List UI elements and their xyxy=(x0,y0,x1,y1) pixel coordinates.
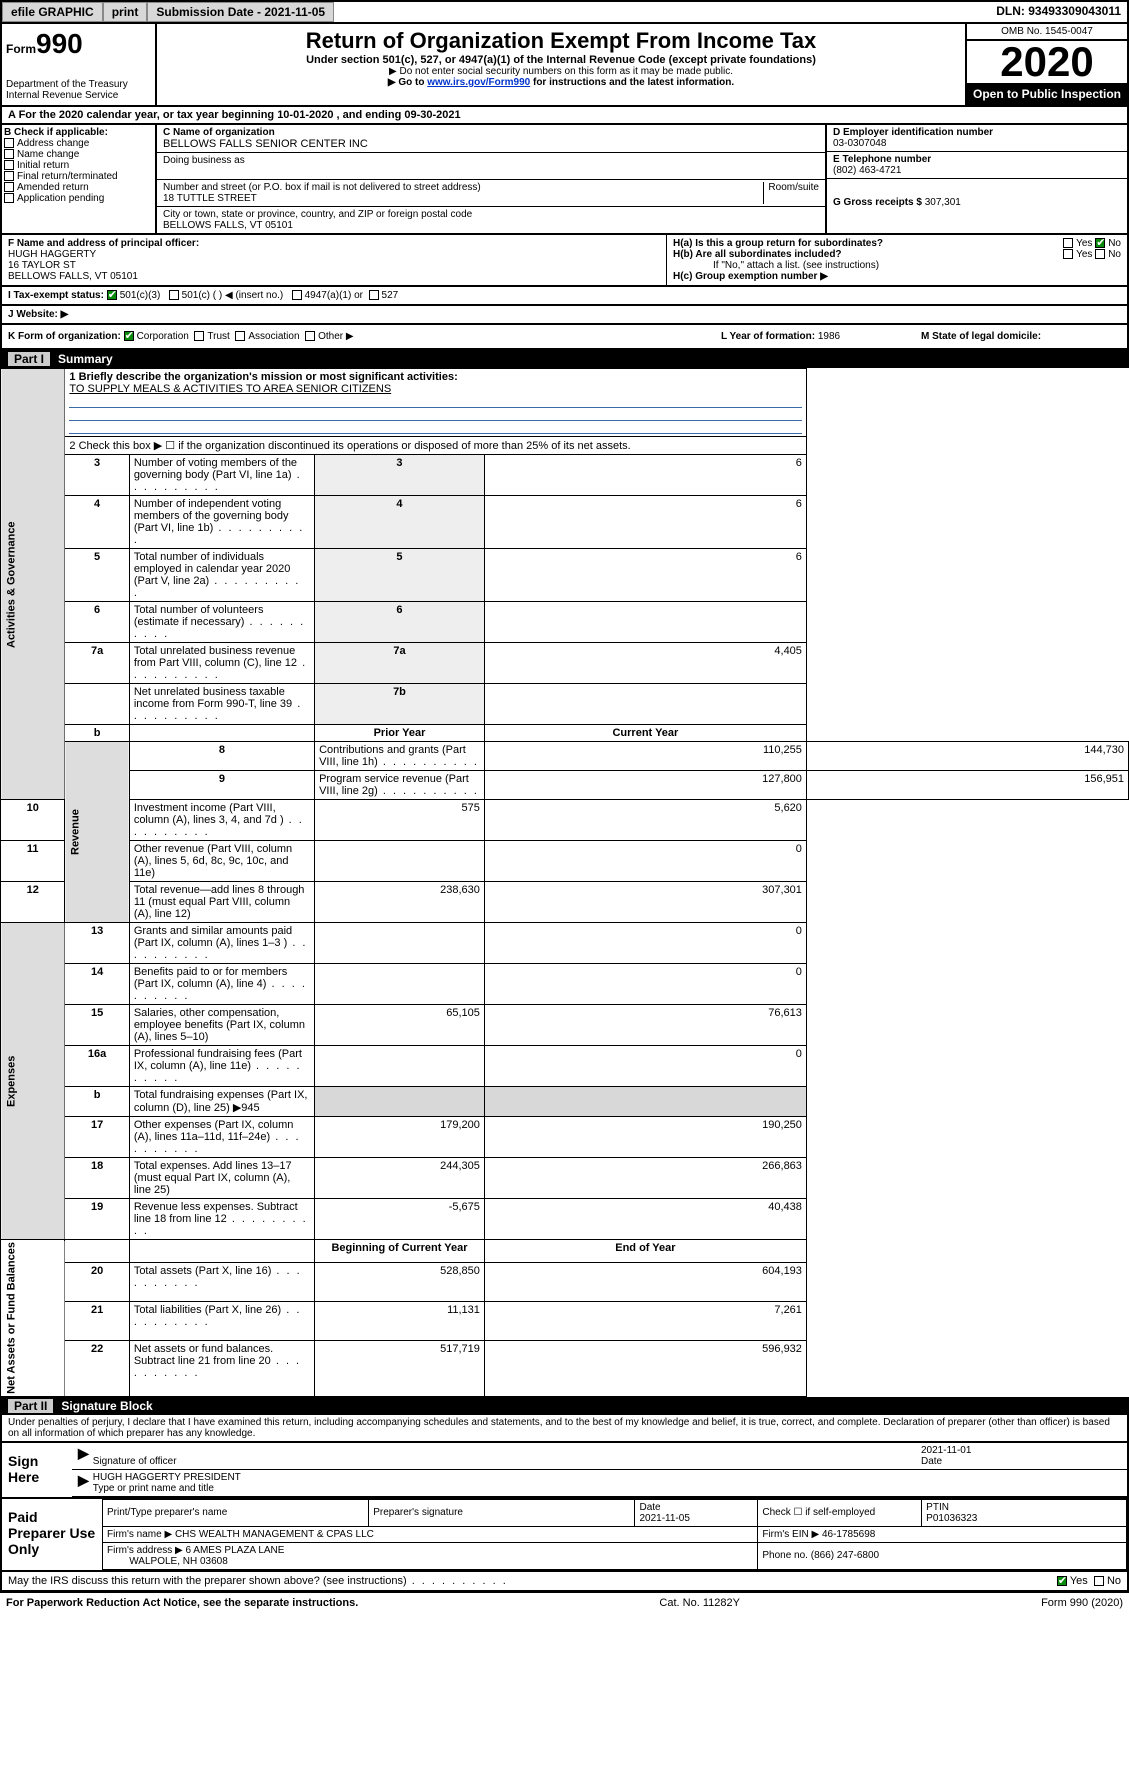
ein: 03-0307048 xyxy=(833,138,886,149)
efile-btn[interactable]: efile GRAPHIC xyxy=(2,2,103,22)
tax-period: A For the 2020 calendar year, or tax yea… xyxy=(0,107,1129,125)
page-footer: For Paperwork Reduction Act Notice, see … xyxy=(0,1592,1129,1613)
print-btn[interactable]: print xyxy=(103,2,148,22)
gov-row: 5Total number of individuals employed in… xyxy=(1,549,1129,602)
box-f: F Name and address of principal officer:… xyxy=(2,235,667,285)
row-j: J Website: ▶ xyxy=(0,306,1129,325)
fh-block: F Name and address of principal officer:… xyxy=(0,235,1129,287)
na-row: 21Total liabilities (Part X, line 26)11,… xyxy=(1,1302,1129,1341)
na-row: 22Net assets or fund balances. Subtract … xyxy=(1,1341,1129,1396)
top-bar: efile GRAPHIC print Submission Date - 20… xyxy=(0,0,1129,24)
rev-row: 10Investment income (Part VIII, column (… xyxy=(1,800,1129,841)
vlabel-revenue: Revenue xyxy=(65,742,129,923)
open-inspection: Open to Public Inspection xyxy=(967,83,1127,105)
gov-row: Net unrelated business taxable income fr… xyxy=(1,684,1129,725)
paid-preparer-block: Paid Preparer Use Only Print/Type prepar… xyxy=(0,1499,1129,1572)
dln: DLN: 93493309043011 xyxy=(990,2,1127,22)
form-subtitle: Under section 501(c), 527, or 4947(a)(1)… xyxy=(161,54,961,66)
org-name: BELLOWS FALLS SENIOR CENTER INC xyxy=(163,138,368,150)
exp-row: 15Salaries, other compensation, employee… xyxy=(1,1005,1129,1046)
tax-year: 2020 xyxy=(967,41,1127,83)
org-street: 18 TUTTLE STREET xyxy=(163,193,257,204)
summary-table: Activities & Governance 1 Briefly descri… xyxy=(0,368,1129,1397)
rev-row: 11Other revenue (Part VIII, column (A), … xyxy=(1,841,1129,882)
discuss-row: May the IRS discuss this return with the… xyxy=(0,1572,1129,1592)
form-header: Form990 Department of the Treasury Inter… xyxy=(0,24,1129,107)
gov-row: 3Number of voting members of the governi… xyxy=(1,455,1129,496)
ssn-note: ▶ Do not enter social security numbers o… xyxy=(161,66,961,77)
irs-form990-link[interactable]: www.irs.gov/Form990 xyxy=(427,77,530,88)
vlabel-netassets: Net Assets or Fund Balances xyxy=(1,1240,65,1397)
gov-row: 4Number of independent voting members of… xyxy=(1,496,1129,549)
sign-here-label: Sign Here xyxy=(2,1443,72,1497)
dept-treasury: Department of the Treasury xyxy=(6,79,151,90)
exp-row: 16aProfessional fundraising fees (Part I… xyxy=(1,1046,1129,1087)
exp-row: 17Other expenses (Part IX, column (A), l… xyxy=(1,1117,1129,1158)
rev-row: 12Total revenue—add lines 8 through 11 (… xyxy=(1,882,1129,923)
na-row: 20Total assets (Part X, line 16)528,8506… xyxy=(1,1262,1129,1301)
exp-row: 18Total expenses. Add lines 13–17 (must … xyxy=(1,1158,1129,1199)
irs-label: Internal Revenue Service xyxy=(6,90,151,101)
gov-row: 6Total number of volunteers (estimate if… xyxy=(1,602,1129,643)
row-i: I Tax-exempt status: 501(c)(3) 501(c) ( … xyxy=(0,287,1129,306)
telephone: (802) 463-4721 xyxy=(833,165,901,176)
submission-date-btn[interactable]: Submission Date - 2021-11-05 xyxy=(147,2,334,22)
vlabel-expenses: Expenses xyxy=(1,923,65,1240)
identity-block: B Check if applicable: Address change Na… xyxy=(0,125,1129,235)
org-city: BELLOWS FALLS, VT 05101 xyxy=(163,220,293,231)
box-c: C Name of organizationBELLOWS FALLS SENI… xyxy=(157,125,827,233)
vlabel-governance: Activities & Governance xyxy=(1,369,65,800)
gross-receipts: 307,301 xyxy=(925,197,961,208)
part2-header: Part IISignature Block xyxy=(0,1397,1129,1415)
form-title: Return of Organization Exempt From Incom… xyxy=(161,28,961,54)
box-h: H(a) Is this a group return for subordin… xyxy=(667,235,1127,285)
arrow-icon: ▶ xyxy=(78,1445,89,1467)
box-de: D Employer identification number03-03070… xyxy=(827,125,1127,233)
part1-header: Part ISummary xyxy=(0,350,1129,368)
exp-row: 14Benefits paid to or for members (Part … xyxy=(1,964,1129,1005)
arrow-icon: ▶ xyxy=(78,1472,89,1494)
perjury-text: Under penalties of perjury, I declare th… xyxy=(0,1415,1129,1443)
box-b: B Check if applicable: Address change Na… xyxy=(2,125,157,233)
row-klm: K Form of organization: Corporation Trus… xyxy=(0,325,1129,350)
goto-note: ▶ Go to www.irs.gov/Form990 for instruct… xyxy=(161,77,961,88)
paid-preparer-label: Paid Preparer Use Only xyxy=(2,1499,102,1570)
signature-block: Sign Here ▶Signature of officer2021-11-0… xyxy=(0,1443,1129,1499)
mission-text: TO SUPPLY MEALS & ACTIVITIES TO AREA SEN… xyxy=(69,383,391,395)
gov-row: 7aTotal unrelated business revenue from … xyxy=(1,643,1129,684)
exp-row: bTotal fundraising expenses (Part IX, co… xyxy=(1,1087,1129,1117)
exp-row: 19Revenue less expenses. Subtract line 1… xyxy=(1,1199,1129,1240)
form-number: Form990 xyxy=(6,28,151,60)
rev-row: 9Program service revenue (Part VIII, lin… xyxy=(1,771,1129,800)
